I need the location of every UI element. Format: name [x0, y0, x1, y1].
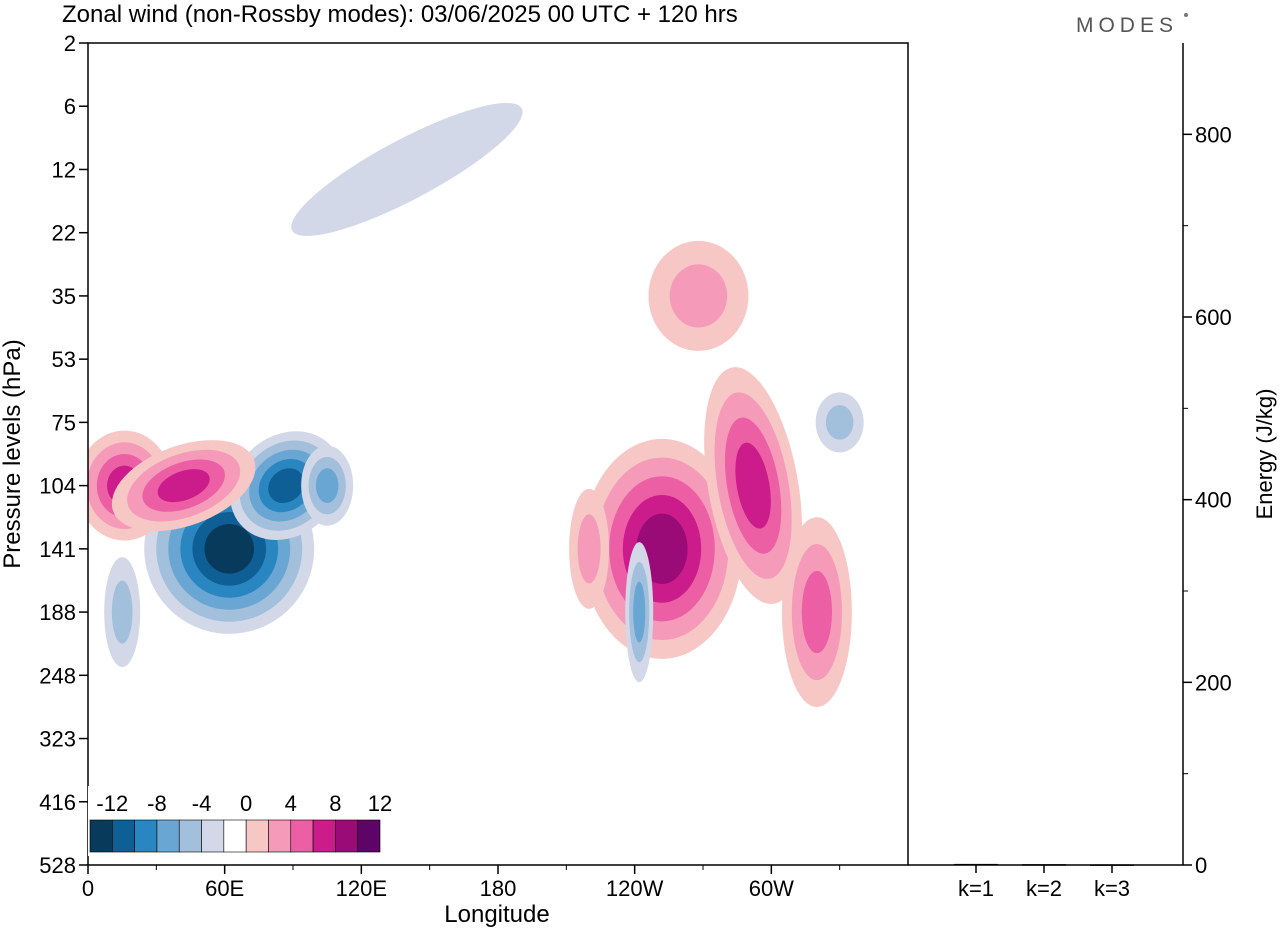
y-tick-label: 528: [39, 853, 76, 878]
energy-tick-label: 400: [1195, 488, 1232, 513]
colorbar-swatch: [201, 819, 225, 853]
colorbar-label: 4: [285, 791, 297, 816]
colorbar-swatch: [290, 819, 314, 853]
y-axis-label: Pressure levels (hPa): [0, 339, 26, 568]
x-tick-label: 60W: [749, 876, 794, 901]
y-axis: 2 6 12 22 35 53 75 104 141 188 248 323 416 528: [39, 31, 88, 878]
colorbar: -12 -8 -4 0 4 8 12: [88, 786, 392, 856]
y-tick-label: 22: [52, 221, 76, 246]
chart-title: Zonal wind (non-Rossby modes): 03/06/202…: [62, 1, 738, 28]
x-tick-label: 180: [480, 876, 517, 901]
y-tick-label: 2: [64, 31, 76, 56]
colorbar-label: 12: [368, 791, 392, 816]
wind-feature: [111, 440, 256, 532]
x-axis: 0 60E 120E 180 120W 60W: [82, 865, 841, 901]
energy-category-label: k=3: [1094, 876, 1130, 901]
y-tick-label: 53: [52, 347, 76, 372]
energy-tick-label: 800: [1195, 122, 1232, 147]
colorbar-swatch: [223, 819, 247, 853]
y-tick-label: 6: [64, 94, 76, 119]
wind-feature: [781, 517, 852, 708]
y-tick-label: 75: [52, 410, 76, 435]
wind-feature: [815, 392, 864, 453]
contour-band: [268, 468, 305, 504]
logo-registered-mark: [1184, 13, 1188, 17]
colorbar-swatch: [245, 819, 269, 853]
wind-feature: [104, 557, 141, 668]
colorbar-label: 8: [329, 791, 341, 816]
wind-feature: [704, 367, 803, 605]
modes-logo: MODES: [1076, 14, 1178, 37]
y-tick-label: 104: [39, 474, 76, 499]
x-tick-label: 120W: [606, 876, 664, 901]
contour-band: [315, 468, 339, 503]
contour-band: [111, 580, 133, 644]
wind-feature: [301, 445, 354, 526]
y-tick-label: 416: [39, 790, 76, 815]
colorbar-swatch: [312, 819, 336, 853]
colorbar-swatch: [112, 819, 135, 853]
colorbar-swatch: [357, 819, 381, 853]
energy-category-label: k=2: [1026, 876, 1062, 901]
contour-band: [801, 570, 833, 654]
y-tick-label: 248: [39, 663, 76, 688]
colorbar-swatch: [134, 819, 158, 853]
y-tick-label: 188: [39, 600, 76, 625]
contour-band: [157, 469, 210, 503]
wind-feature: [648, 240, 749, 351]
energy-bar: [954, 863, 998, 866]
energy-panel: 0 200 400 600 800 k=1 k=2 k=3: [954, 122, 1232, 901]
colorbar-swatch: [178, 819, 202, 853]
colorbar-label: -8: [147, 791, 167, 816]
energy-tick-label: 0: [1195, 853, 1207, 878]
colorbar-swatch: [89, 819, 113, 853]
x-tick-label: 120E: [336, 876, 387, 901]
energy-tick-label: 600: [1195, 305, 1232, 330]
contour-band: [669, 264, 728, 328]
contour-band: [291, 102, 523, 236]
x-axis-label: Longitude: [444, 901, 549, 928]
x-tick-label: 60E: [205, 876, 244, 901]
energy-tick-label: 200: [1195, 670, 1232, 695]
energy-category-label: k=1: [958, 876, 994, 901]
wind-feature: [625, 542, 654, 683]
colorbar-swatch: [335, 819, 358, 853]
y-tick-label: 12: [52, 157, 76, 182]
contour-band: [825, 405, 854, 440]
wind-feature: [569, 488, 610, 609]
contour-band: [633, 581, 646, 643]
y-tick-label: 141: [39, 537, 76, 562]
colorbar-label: -4: [192, 791, 212, 816]
contour-band: [577, 514, 601, 584]
y-tick-label: 35: [52, 284, 76, 309]
colorbar-label: 0: [240, 791, 252, 816]
wind-field: [88, 102, 864, 708]
y-tick-label: 323: [39, 727, 76, 752]
x-tick-label: 0: [82, 876, 94, 901]
colorbar-swatch: [268, 819, 292, 853]
wind-feature: [291, 102, 523, 236]
colorbar-label: -12: [96, 791, 128, 816]
colorbar-swatch: [156, 819, 180, 853]
energy-axis-label: Energy (J/kg): [1252, 389, 1277, 520]
energy-bar: [1022, 864, 1066, 866]
contour-band: [204, 524, 255, 574]
contour-band: [735, 442, 771, 529]
